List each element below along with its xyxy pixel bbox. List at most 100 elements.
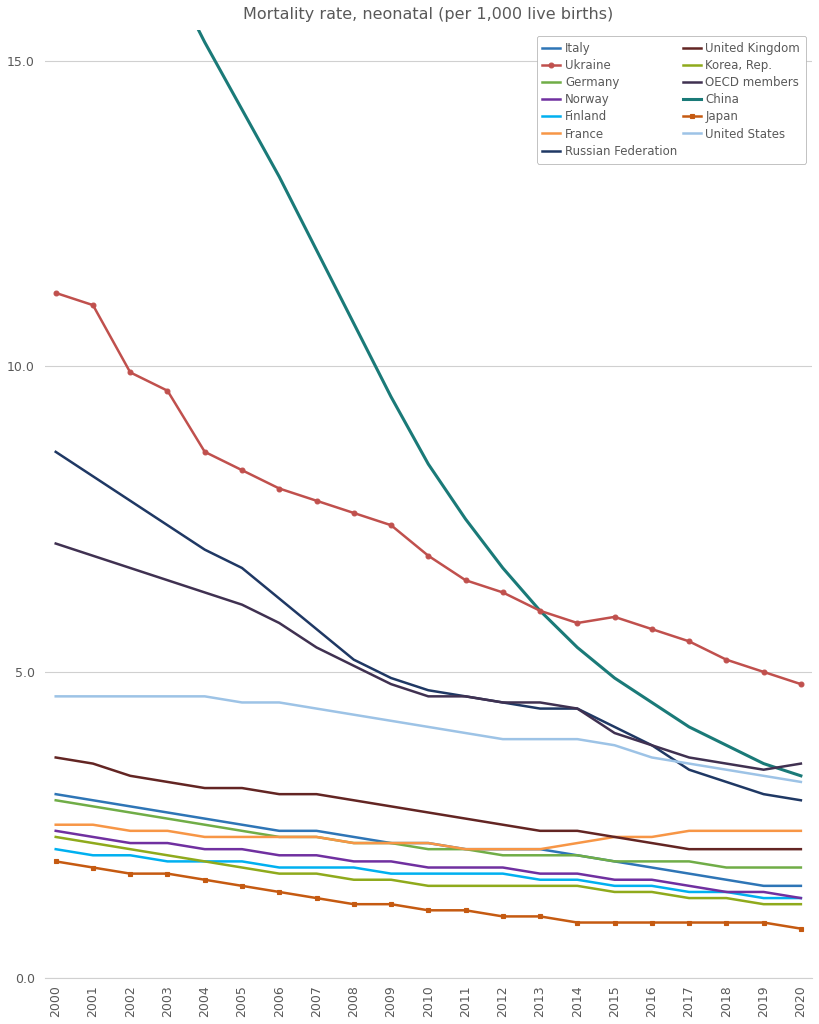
Korea, Rep. bbox=[125, 843, 135, 855]
Finland bbox=[51, 843, 61, 855]
Ukraine bbox=[647, 623, 657, 635]
Finland bbox=[311, 861, 321, 873]
United States bbox=[423, 721, 433, 733]
Japan bbox=[51, 855, 61, 867]
Italy bbox=[88, 795, 98, 807]
Russian Federation bbox=[51, 445, 61, 458]
Finland bbox=[125, 849, 135, 861]
OECD members bbox=[609, 727, 619, 739]
United Kingdom bbox=[386, 800, 396, 812]
Ukraine bbox=[311, 495, 321, 507]
Italy bbox=[758, 880, 768, 892]
Ukraine bbox=[684, 635, 694, 647]
China bbox=[535, 604, 545, 616]
Line: United Kingdom: United Kingdom bbox=[56, 758, 801, 849]
Norway bbox=[796, 892, 806, 904]
Japan bbox=[200, 873, 210, 886]
Finland bbox=[349, 861, 359, 873]
China bbox=[423, 458, 433, 470]
Germany bbox=[237, 824, 247, 837]
United States bbox=[311, 702, 321, 715]
Finland bbox=[572, 873, 582, 886]
Finland bbox=[498, 867, 508, 880]
Korea, Rep. bbox=[386, 873, 396, 886]
Germany bbox=[51, 795, 61, 807]
Italy bbox=[722, 873, 731, 886]
Japan bbox=[460, 904, 470, 916]
United Kingdom bbox=[88, 758, 98, 770]
Germany bbox=[349, 837, 359, 849]
Finland bbox=[609, 880, 619, 892]
Russian Federation bbox=[684, 764, 694, 776]
Ukraine bbox=[51, 287, 61, 299]
Italy bbox=[423, 837, 433, 849]
China bbox=[460, 513, 470, 525]
OECD members bbox=[572, 702, 582, 715]
Japan bbox=[722, 916, 731, 929]
Italy bbox=[460, 843, 470, 855]
France bbox=[796, 824, 806, 837]
Line: United States: United States bbox=[56, 696, 801, 782]
France bbox=[200, 830, 210, 843]
China bbox=[498, 562, 508, 574]
Japan bbox=[684, 916, 694, 929]
Japan bbox=[423, 904, 433, 916]
Norway bbox=[88, 830, 98, 843]
France bbox=[684, 824, 694, 837]
United Kingdom bbox=[647, 837, 657, 849]
Korea, Rep. bbox=[684, 892, 694, 904]
United States bbox=[498, 733, 508, 745]
Korea, Rep. bbox=[647, 886, 657, 898]
Finland bbox=[386, 867, 396, 880]
Ukraine bbox=[758, 666, 768, 678]
OECD members bbox=[423, 690, 433, 702]
France bbox=[647, 830, 657, 843]
Germany bbox=[722, 861, 731, 873]
Finland bbox=[684, 886, 694, 898]
Germany bbox=[311, 830, 321, 843]
Korea, Rep. bbox=[349, 873, 359, 886]
United Kingdom bbox=[722, 843, 731, 855]
United Kingdom bbox=[51, 752, 61, 764]
Germany bbox=[758, 861, 768, 873]
Japan bbox=[609, 916, 619, 929]
United Kingdom bbox=[535, 824, 545, 837]
Korea, Rep. bbox=[237, 861, 247, 873]
China bbox=[237, 103, 247, 116]
Japan bbox=[572, 916, 582, 929]
Germany bbox=[535, 849, 545, 861]
Ukraine bbox=[349, 507, 359, 519]
Finland bbox=[758, 892, 768, 904]
Finland bbox=[274, 861, 284, 873]
OECD members bbox=[796, 758, 806, 770]
OECD members bbox=[535, 696, 545, 709]
Finland bbox=[200, 855, 210, 867]
Russian Federation bbox=[200, 544, 210, 556]
Finland bbox=[88, 849, 98, 861]
Norway bbox=[125, 837, 135, 849]
Finland bbox=[796, 892, 806, 904]
Line: France: France bbox=[56, 824, 801, 849]
Japan bbox=[535, 910, 545, 923]
Line: Russian Federation: Russian Federation bbox=[56, 452, 801, 801]
Norway bbox=[423, 861, 433, 873]
United Kingdom bbox=[796, 843, 806, 855]
Line: Finland: Finland bbox=[56, 849, 801, 898]
Japan bbox=[88, 861, 98, 873]
Germany bbox=[125, 806, 135, 818]
Russian Federation bbox=[535, 702, 545, 715]
OECD members bbox=[758, 764, 768, 776]
Russian Federation bbox=[349, 653, 359, 666]
Russian Federation bbox=[647, 739, 657, 752]
Norway bbox=[349, 855, 359, 867]
Line: Korea, Rep.: Korea, Rep. bbox=[56, 837, 801, 904]
Line: China: China bbox=[56, 0, 801, 776]
Finland bbox=[647, 880, 657, 892]
United States bbox=[200, 690, 210, 702]
Norway bbox=[498, 861, 508, 873]
Ukraine bbox=[237, 464, 247, 476]
Russian Federation bbox=[609, 721, 619, 733]
Germany bbox=[609, 855, 619, 867]
United Kingdom bbox=[311, 788, 321, 801]
China bbox=[684, 721, 694, 733]
